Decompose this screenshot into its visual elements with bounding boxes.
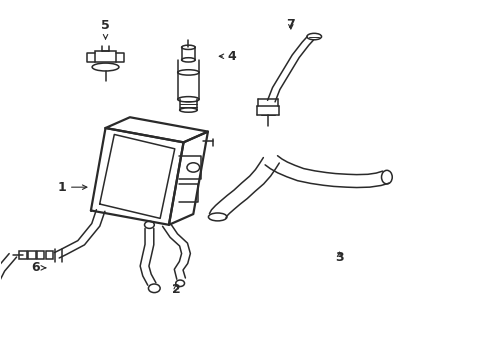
Bar — [37, 251, 44, 259]
Text: 5: 5 — [101, 19, 110, 39]
Text: 7: 7 — [286, 18, 295, 31]
Bar — [46, 251, 53, 259]
Text: 3: 3 — [335, 251, 343, 264]
Text: 1: 1 — [57, 181, 87, 194]
Text: 4: 4 — [219, 50, 236, 63]
Text: 2: 2 — [171, 283, 180, 296]
Bar — [28, 251, 36, 259]
Text: 6: 6 — [31, 261, 46, 274]
Bar — [95, 51, 116, 62]
Bar — [20, 251, 27, 259]
